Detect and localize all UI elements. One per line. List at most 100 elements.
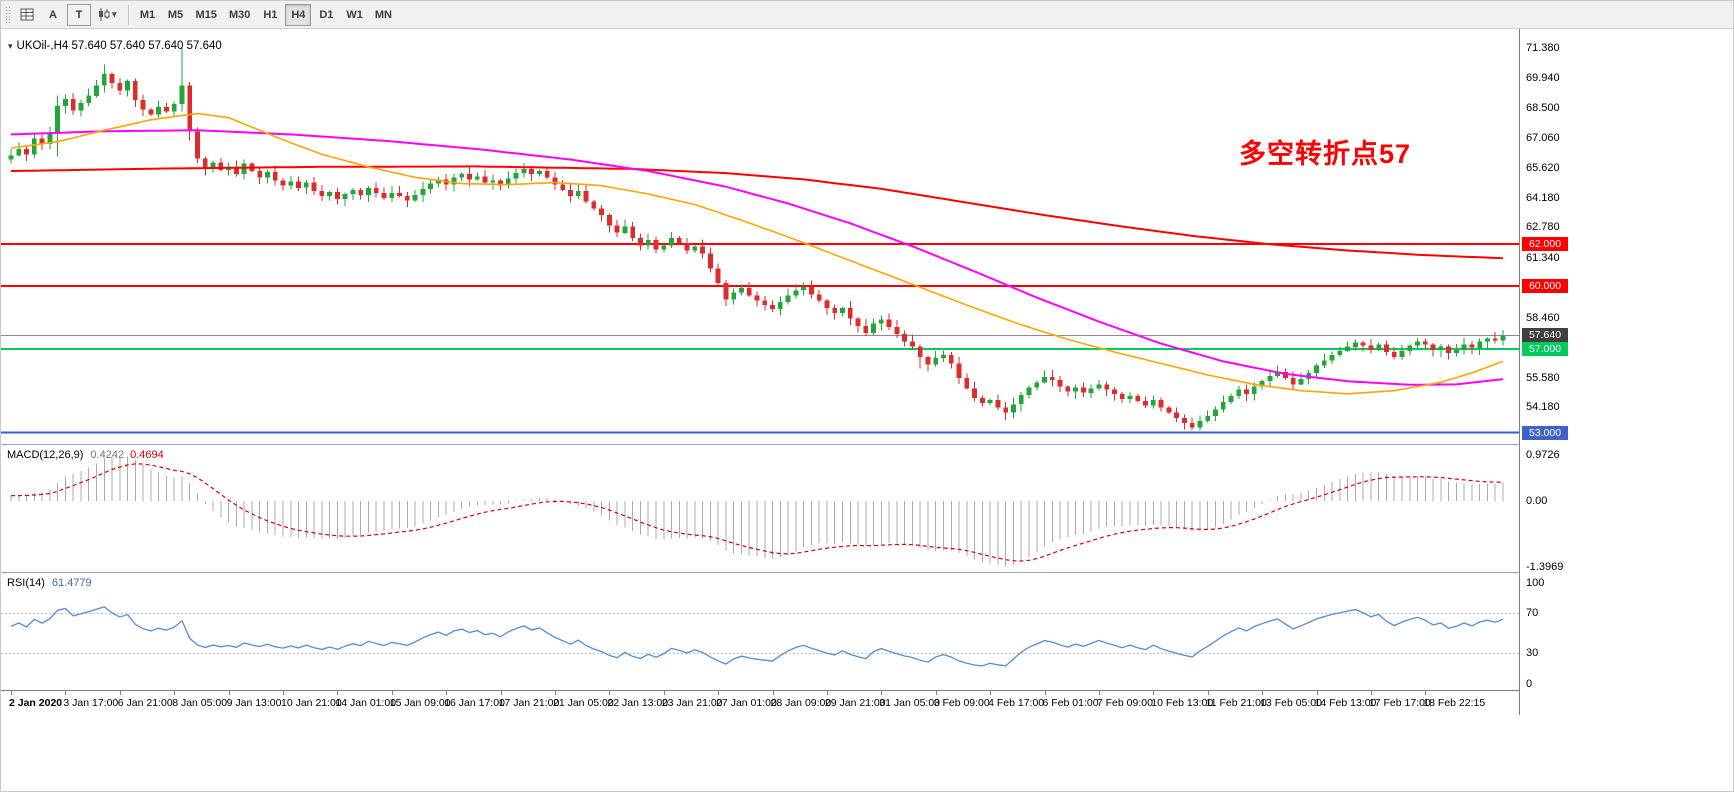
time-tick-mark bbox=[500, 691, 502, 695]
price-tick-label: 69.940 bbox=[1526, 71, 1560, 84]
time-axis[interactable]: 2 Jan 2020 3 Jan 17:00 6 Jan 21:00 8 Jan 05… bbox=[1, 691, 1519, 715]
hline-badge-62.000[interactable]: 62.000 bbox=[1522, 237, 1568, 252]
ma-fast-orange[interactable] bbox=[10, 112, 1504, 395]
timeframe-button-m15[interactable]: M15 bbox=[191, 4, 222, 26]
time-tick-label: 31 Jan 05:00 bbox=[879, 697, 941, 709]
macd-tick-label: 0.00 bbox=[1526, 494, 1548, 507]
timeframe-button-m1[interactable]: M1 bbox=[135, 4, 161, 26]
timeframe-button-m30[interactable]: M30 bbox=[224, 4, 255, 26]
panel-splitter-rsi[interactable] bbox=[1, 572, 1733, 573]
price-tick-label: 55.580 bbox=[1526, 372, 1560, 384]
price-tick-label: 64.180 bbox=[1526, 192, 1560, 205]
rsi-tick-label: 30 bbox=[1526, 647, 1539, 660]
time-tick-label: 3 Feb 09:00 bbox=[933, 697, 990, 709]
macd-tick-label: 0.9726 bbox=[1526, 448, 1560, 461]
time-tick-label: 29 Jan 21:00 bbox=[824, 697, 886, 709]
time-tick-label: 28 Jan 09:00 bbox=[770, 697, 832, 709]
time-tick-mark bbox=[228, 691, 230, 695]
current-price-badge[interactable]: 57.640 bbox=[1522, 328, 1568, 343]
rsi-label: RSI(14) bbox=[7, 577, 45, 589]
price-tick-label: 71.380 bbox=[1526, 41, 1560, 54]
chart-type-button[interactable]: ▾ bbox=[93, 4, 122, 26]
rsi-indicator-plot[interactable] bbox=[1, 573, 1519, 690]
macd-histogram bbox=[10, 456, 1504, 567]
rsi-header: RSI(14) 61.4779 bbox=[7, 577, 92, 589]
timeframe-button-d1[interactable]: D1 bbox=[313, 4, 339, 26]
time-tick-label: 23 Jan 21:00 bbox=[661, 697, 723, 709]
cursor-tool-button[interactable]: A bbox=[41, 4, 65, 26]
time-tick-label: 10 Feb 13:00 bbox=[1151, 697, 1214, 709]
ma-slow-red[interactable] bbox=[10, 165, 1504, 260]
price-axis[interactable]: 71.380 69.940 68.500 67.060 65.620 64.180 62.7… bbox=[1520, 29, 1733, 715]
time-tick-mark bbox=[65, 691, 67, 695]
time-tick-mark bbox=[881, 691, 883, 695]
time-tick-mark bbox=[1098, 691, 1100, 695]
time-tick-label: 17 Jan 21:00 bbox=[498, 697, 560, 709]
time-axis-separator bbox=[1, 690, 1733, 691]
timeframe-button-h4[interactable]: H4 bbox=[285, 3, 312, 26]
grid-icon bbox=[20, 8, 34, 21]
rsi-tick-label: 0 bbox=[1526, 677, 1533, 690]
timeframe-button-mn[interactable]: MN bbox=[370, 4, 397, 26]
timeframe-button-m5[interactable]: M5 bbox=[163, 4, 189, 26]
timeframe-bar: M1 M5 M15 M30 H1 H4 D1 W1 MN bbox=[134, 3, 398, 26]
price-tick-label: 62.780 bbox=[1526, 221, 1560, 234]
time-tick-mark bbox=[283, 691, 284, 695]
time-tick-mark bbox=[1370, 691, 1372, 695]
time-tick-label: 6 Feb 01:00 bbox=[1042, 697, 1099, 709]
time-tick-label: 14 Feb 13:00 bbox=[1314, 697, 1377, 709]
candlestick-icon bbox=[99, 8, 110, 21]
macd-header: MACD(12,26,9) 0.4242 0.4694 bbox=[7, 449, 164, 461]
time-tick-mark bbox=[663, 691, 665, 695]
time-tick-mark bbox=[718, 691, 720, 695]
annotation-text[interactable]: 多空转折点57 bbox=[1239, 139, 1412, 169]
price-axis-separator bbox=[1519, 29, 1520, 715]
text-tool-button[interactable]: T bbox=[67, 3, 91, 26]
footer-area bbox=[1, 715, 1733, 791]
time-tick-label: 16 Jan 17:00 bbox=[444, 697, 505, 709]
rsi-tick-label: 70 bbox=[1526, 606, 1539, 619]
time-tick-mark bbox=[1044, 691, 1046, 695]
hline-badge-53.000[interactable]: 53.000 bbox=[1522, 425, 1568, 440]
time-tick-mark bbox=[772, 691, 774, 695]
macd-signal-line bbox=[10, 463, 1504, 562]
price-tick-label: 54.180 bbox=[1526, 401, 1560, 414]
macd-signal-value: 0.4694 bbox=[130, 449, 164, 461]
time-tick-label: 6 Jan 21:00 bbox=[117, 697, 173, 709]
time-tick-label: 22 Jan 13:00 bbox=[607, 697, 669, 709]
panel-splitter-macd[interactable] bbox=[1, 444, 1733, 445]
time-tick-mark bbox=[1316, 691, 1318, 695]
rsi-line bbox=[10, 606, 1504, 667]
time-tick-mark bbox=[1262, 691, 1264, 695]
toolbar-grip[interactable] bbox=[5, 5, 10, 24]
time-tick-label: 11 Feb 21:00 bbox=[1205, 697, 1267, 709]
time-tick-label: 8 Jan 05:00 bbox=[172, 697, 228, 709]
time-tick-label: 3 Jan 17:00 bbox=[63, 697, 119, 709]
hline-badge-57.000[interactable]: 57.000 bbox=[1522, 341, 1568, 356]
time-tick-mark bbox=[1153, 691, 1155, 695]
time-tick-mark bbox=[609, 691, 611, 695]
chevron-down-icon: ▾ bbox=[112, 9, 117, 19]
time-tick-mark bbox=[1207, 691, 1209, 695]
time-tick-mark bbox=[337, 691, 339, 695]
timeframe-button-w1[interactable]: W1 bbox=[341, 4, 368, 26]
time-tick-mark bbox=[11, 691, 12, 695]
timeframe-button-h1[interactable]: H1 bbox=[257, 4, 283, 26]
macd-indicator-plot[interactable] bbox=[1, 445, 1519, 572]
grid-tool-button[interactable] bbox=[15, 4, 39, 26]
hline-badge-60.000[interactable]: 60.000 bbox=[1522, 279, 1568, 294]
macd-main-value: 0.4242 bbox=[90, 449, 125, 461]
time-tick-label: 21 Jan 05:00 bbox=[553, 697, 614, 709]
symbol-ohlc-line: ▾ UKOil-,H4 57.640 57.640 57.640 57.640 bbox=[8, 40, 222, 52]
time-tick-label: 2 Jan 2020 bbox=[9, 697, 63, 709]
time-tick-label: 9 Jan 13:00 bbox=[226, 697, 282, 709]
symbol-ohlc-text: UKOil-,H4 57.640 57.640 57.640 57.640 bbox=[16, 40, 222, 52]
main-price-plot[interactable] bbox=[1, 29, 1519, 444]
ma-mid-magenta[interactable] bbox=[10, 129, 1504, 386]
time-tick-mark bbox=[174, 691, 176, 695]
expand-arrow-icon[interactable]: ▾ bbox=[8, 41, 13, 51]
price-tick-label: 61.340 bbox=[1526, 251, 1560, 264]
price-tick-label: 58.460 bbox=[1526, 311, 1560, 324]
toolbar: A T ▾ M1 M5 M15 M30 H1 H4 D1 W1 MN bbox=[1, 1, 1733, 29]
